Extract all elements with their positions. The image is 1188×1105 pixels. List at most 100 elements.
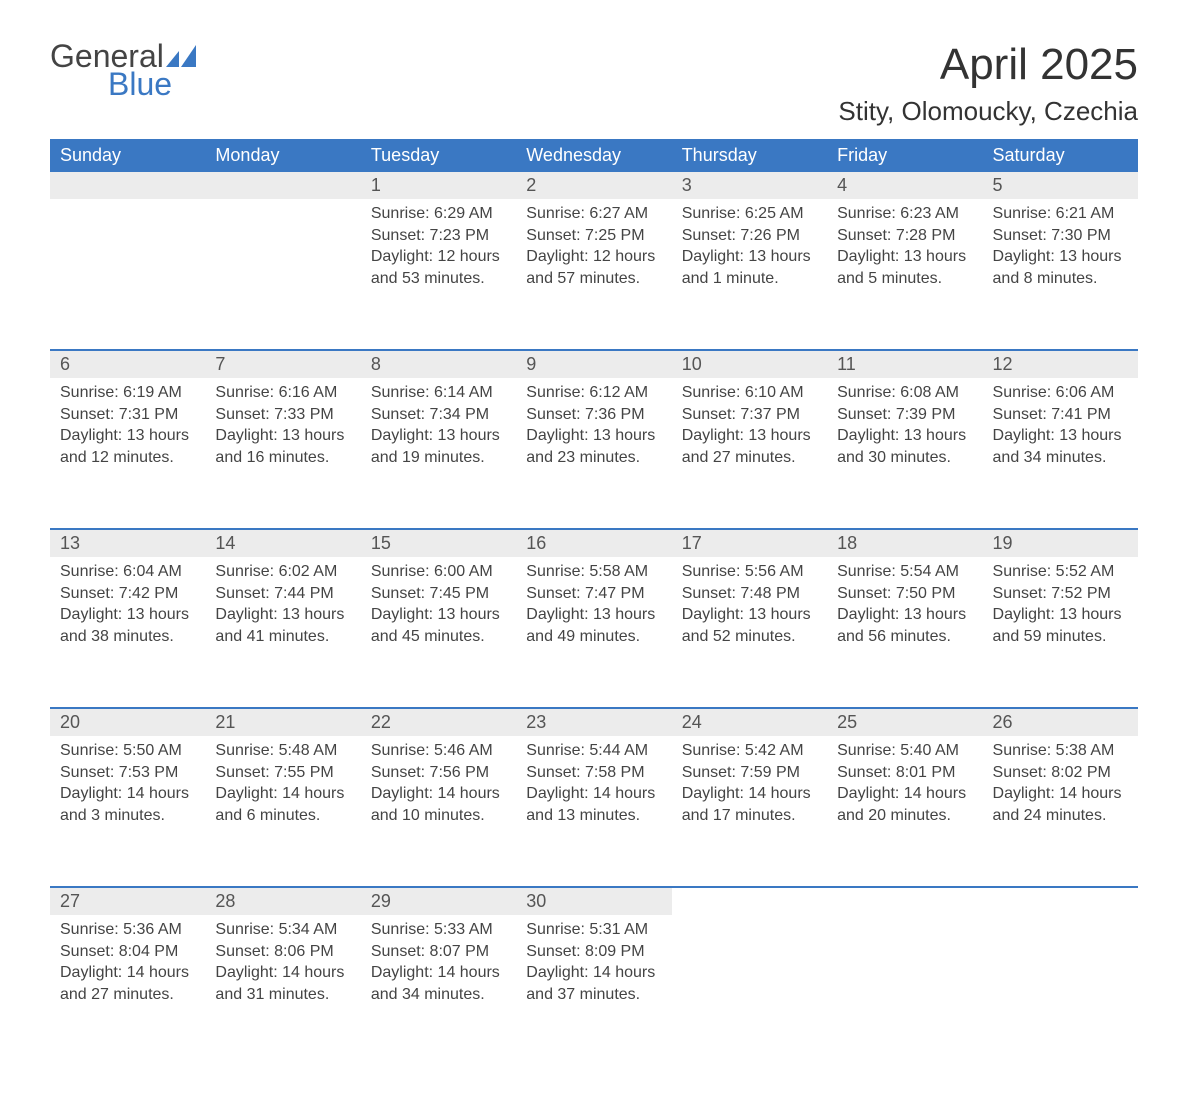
day-number: 21 [215, 712, 235, 732]
daynum-row: 12345 [50, 172, 1138, 199]
day-content-cell: Sunrise: 6:29 AMSunset: 7:23 PMDaylight:… [361, 199, 516, 350]
sunrise-text: Sunrise: 6:12 AM [526, 382, 661, 404]
daylight-text: Daylight: 13 hours and 56 minutes. [837, 604, 972, 647]
sunrise-text: Sunrise: 5:44 AM [526, 740, 661, 762]
sunrise-text: Sunrise: 5:40 AM [837, 740, 972, 762]
day-number-cell: 1 [361, 172, 516, 199]
sunrise-text: Sunrise: 6:19 AM [60, 382, 195, 404]
sunrise-text: Sunrise: 6:06 AM [993, 382, 1128, 404]
day-content-cell: Sunrise: 5:48 AMSunset: 7:55 PMDaylight:… [205, 736, 360, 887]
sunrise-text: Sunrise: 5:38 AM [993, 740, 1128, 762]
sunset-text: Sunset: 7:37 PM [682, 404, 817, 426]
weekday-header: Thursday [672, 139, 827, 172]
sunrise-text: Sunrise: 6:00 AM [371, 561, 506, 583]
day-number-cell: 6 [50, 350, 205, 378]
day-content-cell [827, 915, 982, 1065]
day-content-cell: Sunrise: 5:56 AMSunset: 7:48 PMDaylight:… [672, 557, 827, 708]
sunset-text: Sunset: 8:06 PM [215, 941, 350, 963]
daylight-text: Daylight: 13 hours and 49 minutes. [526, 604, 661, 647]
day-number: 24 [682, 712, 702, 732]
day-content-cell: Sunrise: 5:54 AMSunset: 7:50 PMDaylight:… [827, 557, 982, 708]
day-content-cell: Sunrise: 5:46 AMSunset: 7:56 PMDaylight:… [361, 736, 516, 887]
weekday-header: Saturday [983, 139, 1138, 172]
daylight-text: Daylight: 13 hours and 34 minutes. [993, 425, 1128, 468]
sunrise-text: Sunrise: 5:48 AM [215, 740, 350, 762]
day-number: 11 [837, 354, 856, 374]
title-block: April 2025 Stity, Olomoucky, Czechia [838, 40, 1138, 127]
sunrise-text: Sunrise: 5:34 AM [215, 919, 350, 941]
day-number-cell [672, 887, 827, 915]
day-content-cell: Sunrise: 6:12 AMSunset: 7:36 PMDaylight:… [516, 378, 671, 529]
day-number-cell: 8 [361, 350, 516, 378]
day-number-cell [205, 172, 360, 199]
day-number: 7 [215, 354, 225, 374]
daylight-text: Daylight: 14 hours and 34 minutes. [371, 962, 506, 1005]
content-row: Sunrise: 6:19 AMSunset: 7:31 PMDaylight:… [50, 378, 1138, 529]
daylight-text: Daylight: 13 hours and 19 minutes. [371, 425, 506, 468]
day-number: 10 [682, 354, 702, 374]
day-number-cell: 7 [205, 350, 360, 378]
day-number-cell: 30 [516, 887, 671, 915]
day-number: 26 [993, 712, 1013, 732]
day-number: 16 [526, 533, 546, 553]
day-number: 4 [837, 175, 847, 195]
daylight-text: Daylight: 14 hours and 20 minutes. [837, 783, 972, 826]
sunrise-text: Sunrise: 6:14 AM [371, 382, 506, 404]
day-number-cell: 20 [50, 708, 205, 736]
day-number-cell: 28 [205, 887, 360, 915]
day-number: 15 [371, 533, 391, 553]
sunrise-text: Sunrise: 6:25 AM [682, 203, 817, 225]
day-content-cell: Sunrise: 6:16 AMSunset: 7:33 PMDaylight:… [205, 378, 360, 529]
sunset-text: Sunset: 7:28 PM [837, 225, 972, 247]
sunrise-text: Sunrise: 5:33 AM [371, 919, 506, 941]
sunset-text: Sunset: 7:45 PM [371, 583, 506, 605]
day-number-cell [983, 887, 1138, 915]
day-content-cell: Sunrise: 5:33 AMSunset: 8:07 PMDaylight:… [361, 915, 516, 1065]
sunrise-text: Sunrise: 5:52 AM [993, 561, 1128, 583]
sunset-text: Sunset: 7:25 PM [526, 225, 661, 247]
day-number-cell: 24 [672, 708, 827, 736]
day-number: 19 [993, 533, 1013, 553]
weekday-header: Sunday [50, 139, 205, 172]
daylight-text: Daylight: 12 hours and 57 minutes. [526, 246, 661, 289]
day-number: 23 [526, 712, 546, 732]
sunset-text: Sunset: 7:39 PM [837, 404, 972, 426]
daylight-text: Daylight: 14 hours and 31 minutes. [215, 962, 350, 1005]
day-number-cell: 10 [672, 350, 827, 378]
day-number: 6 [60, 354, 70, 374]
day-number-cell: 25 [827, 708, 982, 736]
day-number: 1 [371, 175, 381, 195]
sunset-text: Sunset: 7:50 PM [837, 583, 972, 605]
sunrise-text: Sunrise: 5:50 AM [60, 740, 195, 762]
weekday-header: Tuesday [361, 139, 516, 172]
day-content-cell: Sunrise: 5:36 AMSunset: 8:04 PMDaylight:… [50, 915, 205, 1065]
day-number-cell: 22 [361, 708, 516, 736]
daylight-text: Daylight: 13 hours and 16 minutes. [215, 425, 350, 468]
sunrise-text: Sunrise: 6:27 AM [526, 203, 661, 225]
sunset-text: Sunset: 8:02 PM [993, 762, 1128, 784]
day-content-cell [50, 199, 205, 350]
content-row: Sunrise: 6:04 AMSunset: 7:42 PMDaylight:… [50, 557, 1138, 708]
day-number-cell: 19 [983, 529, 1138, 557]
sunrise-text: Sunrise: 6:08 AM [837, 382, 972, 404]
day-content-cell: Sunrise: 5:42 AMSunset: 7:59 PMDaylight:… [672, 736, 827, 887]
sunset-text: Sunset: 7:30 PM [993, 225, 1128, 247]
day-number: 8 [371, 354, 381, 374]
day-content-cell: Sunrise: 6:25 AMSunset: 7:26 PMDaylight:… [672, 199, 827, 350]
sunrise-text: Sunrise: 6:23 AM [837, 203, 972, 225]
daylight-text: Daylight: 13 hours and 8 minutes. [993, 246, 1128, 289]
weekday-header: Monday [205, 139, 360, 172]
sunset-text: Sunset: 7:23 PM [371, 225, 506, 247]
day-number-cell: 21 [205, 708, 360, 736]
sunset-text: Sunset: 7:41 PM [993, 404, 1128, 426]
calendar-table: Sunday Monday Tuesday Wednesday Thursday… [50, 139, 1138, 1065]
sunrise-text: Sunrise: 6:10 AM [682, 382, 817, 404]
daylight-text: Daylight: 14 hours and 24 minutes. [993, 783, 1128, 826]
day-number-cell: 14 [205, 529, 360, 557]
sunset-text: Sunset: 7:59 PM [682, 762, 817, 784]
day-number-cell: 4 [827, 172, 982, 199]
day-content-cell: Sunrise: 6:06 AMSunset: 7:41 PMDaylight:… [983, 378, 1138, 529]
sunrise-text: Sunrise: 5:42 AM [682, 740, 817, 762]
daylight-text: Daylight: 14 hours and 37 minutes. [526, 962, 661, 1005]
day-content-cell: Sunrise: 5:38 AMSunset: 8:02 PMDaylight:… [983, 736, 1138, 887]
